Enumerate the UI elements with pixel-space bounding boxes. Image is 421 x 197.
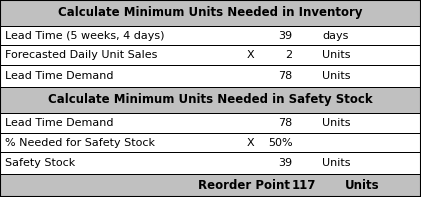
Text: Lead Time (5 weeks, 4 days): Lead Time (5 weeks, 4 days)	[5, 31, 165, 41]
Text: Units: Units	[322, 158, 351, 168]
Bar	[0, 65, 421, 87]
Bar	[0, 152, 421, 174]
Bar	[0, 26, 421, 46]
Text: Calculate Minimum Units Needed in Safety Stock: Calculate Minimum Units Needed in Safety…	[48, 93, 373, 106]
Text: 117: 117	[291, 179, 316, 192]
Text: % Needed for Safety Stock: % Needed for Safety Stock	[5, 138, 155, 148]
Text: Units: Units	[322, 118, 351, 128]
Text: Reorder Point: Reorder Point	[198, 179, 290, 192]
Bar	[0, 133, 421, 152]
Bar	[0, 87, 421, 113]
Bar	[0, 46, 421, 65]
Text: 39: 39	[278, 31, 293, 41]
Text: Forecasted Daily Unit Sales: Forecasted Daily Unit Sales	[5, 50, 157, 60]
Text: Lead Time Demand: Lead Time Demand	[5, 71, 114, 81]
Text: X: X	[247, 50, 254, 60]
Text: Units: Units	[322, 50, 351, 60]
Text: 78: 78	[278, 71, 293, 81]
Bar	[0, 113, 421, 133]
Text: 2: 2	[285, 50, 293, 60]
Text: X: X	[247, 138, 254, 148]
Text: 78: 78	[278, 118, 293, 128]
Bar	[0, 174, 421, 197]
Text: Calculate Minimum Units Needed in Inventory: Calculate Minimum Units Needed in Invent…	[58, 6, 363, 19]
Bar	[0, 0, 421, 26]
Text: Lead Time Demand: Lead Time Demand	[5, 118, 114, 128]
Text: Units: Units	[322, 71, 351, 81]
Text: 50%: 50%	[268, 138, 293, 148]
Text: Units: Units	[345, 179, 380, 192]
Text: Safety Stock: Safety Stock	[5, 158, 75, 168]
Text: 39: 39	[278, 158, 293, 168]
Text: days: days	[322, 31, 349, 41]
